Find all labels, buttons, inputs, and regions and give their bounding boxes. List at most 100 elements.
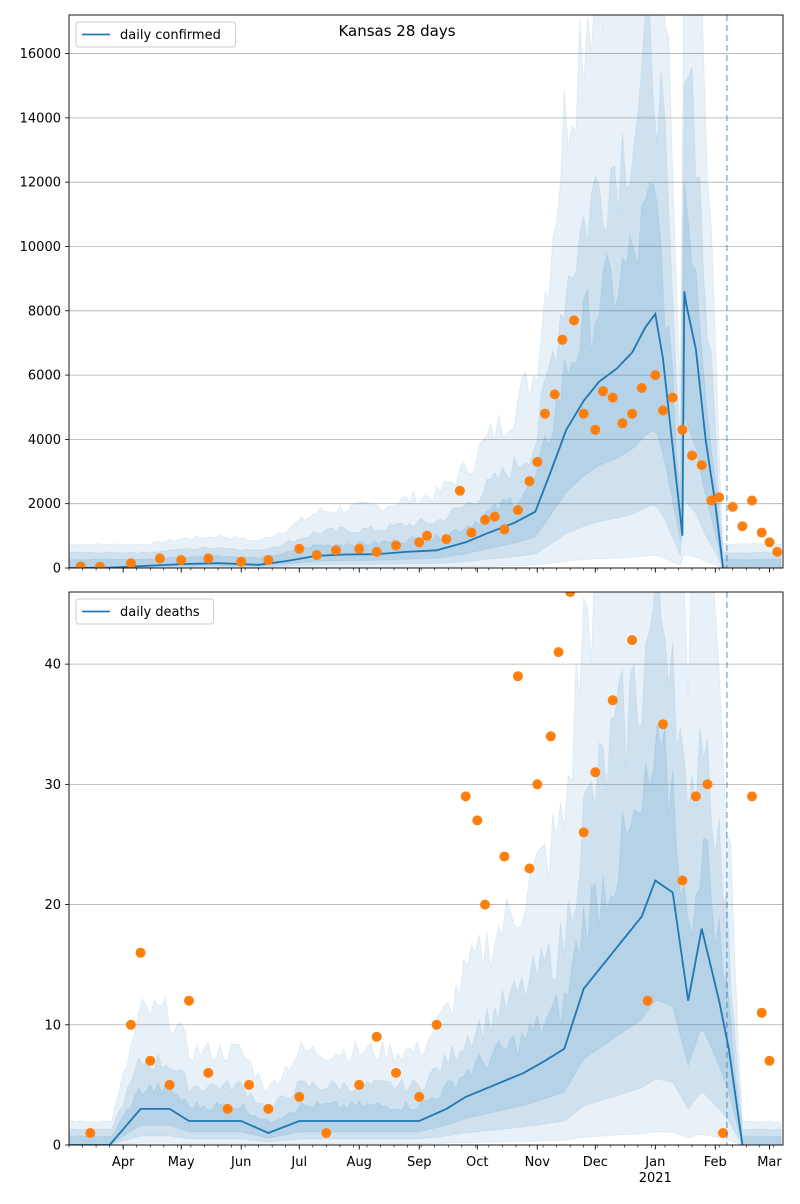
x-tick-label: May xyxy=(168,1155,195,1170)
panel-1: 0 2000 4000 6000 8000 10000 12000 14000 16000 dai… xyxy=(20,14,784,577)
x-tick-label: Aug xyxy=(347,1155,372,1170)
panel-2: 0 10 20 30 40 Apr May Jun Jul Aug Sep Oct Nov Dec Jan F… xyxy=(44,591,784,1186)
x-tick-label: Sep xyxy=(407,1155,432,1170)
data-point xyxy=(578,408,589,419)
legend: daily confirmed xyxy=(75,21,236,48)
data-point xyxy=(294,543,305,554)
data-point xyxy=(772,546,783,557)
data-point xyxy=(414,1091,425,1102)
scatter-points xyxy=(75,315,783,568)
data-point xyxy=(441,534,452,545)
x-tick-label: Jun xyxy=(230,1155,251,1170)
data-point xyxy=(658,405,668,416)
data-point xyxy=(512,671,523,682)
data-point xyxy=(244,1079,254,1090)
data-point xyxy=(422,530,432,541)
data-point xyxy=(565,592,576,597)
data-point xyxy=(480,514,490,525)
axes-frame xyxy=(68,14,784,569)
data-point xyxy=(627,408,638,419)
data-point xyxy=(658,719,668,730)
data-point xyxy=(524,476,535,487)
data-point xyxy=(176,555,187,565)
data-point xyxy=(677,424,688,435)
data-point xyxy=(607,392,618,403)
data-point xyxy=(154,553,165,564)
y-tick-label: 12000 xyxy=(20,176,61,191)
x-tick-label: Nov xyxy=(525,1155,551,1170)
y-tick-label: 20 xyxy=(44,898,61,913)
data-point xyxy=(677,875,688,886)
data-point xyxy=(371,546,382,557)
y-tick-label: 2000 xyxy=(28,497,61,512)
data-point xyxy=(489,511,500,522)
data-point xyxy=(578,827,589,838)
data-point xyxy=(540,408,550,419)
uncertainty-band xyxy=(69,592,782,1145)
data-point xyxy=(532,456,543,467)
data-point xyxy=(125,1019,136,1030)
data-point xyxy=(718,1128,728,1138)
data-point xyxy=(203,1067,214,1078)
data-point xyxy=(569,315,579,326)
data-point xyxy=(747,495,757,506)
data-point xyxy=(690,791,701,802)
x-tick-label: Jul xyxy=(290,1155,307,1170)
data-point xyxy=(354,543,365,554)
uncertainty-band xyxy=(69,15,782,568)
series-line xyxy=(69,879,744,1145)
data-point xyxy=(598,386,608,397)
data-point xyxy=(737,521,748,532)
data-point xyxy=(642,995,653,1006)
x-year-label: 2021 xyxy=(639,1171,672,1186)
data-point xyxy=(371,1031,382,1042)
data-point xyxy=(590,424,601,435)
data-point xyxy=(460,791,471,802)
data-point xyxy=(617,418,628,429)
data-point xyxy=(311,550,322,561)
data-point xyxy=(532,779,543,790)
data-point xyxy=(391,1067,401,1078)
y-tick-label: 30 xyxy=(44,778,61,793)
scatter-points xyxy=(85,592,775,1138)
uncertainty-band xyxy=(69,723,782,1145)
data-point xyxy=(512,505,523,516)
data-point xyxy=(321,1128,332,1138)
legend-label: daily deaths xyxy=(120,605,200,620)
data-point xyxy=(203,553,214,564)
legend-box xyxy=(75,598,215,625)
y-tick-label: 10 xyxy=(44,1018,61,1033)
data-point xyxy=(236,556,247,567)
data-point xyxy=(627,635,638,646)
x-tick-label: Feb xyxy=(704,1155,727,1170)
data-point xyxy=(499,524,510,535)
data-point xyxy=(696,460,707,471)
data-point xyxy=(472,815,483,826)
axes-frame xyxy=(68,591,784,1146)
data-point xyxy=(135,947,146,958)
data-point xyxy=(145,1055,156,1066)
data-point xyxy=(222,1103,233,1114)
y-tick-label: 16000 xyxy=(20,47,61,62)
data-point xyxy=(85,1128,96,1138)
x-tick-label: Dec xyxy=(583,1155,608,1170)
legend-label: daily confirmed xyxy=(120,28,221,43)
series-line xyxy=(69,291,724,568)
y-tick-label: 0 xyxy=(53,562,61,577)
uncertainty-band xyxy=(69,182,782,568)
data-point xyxy=(331,545,341,556)
uncertainty-band xyxy=(69,592,782,1145)
x-tick-label: Mar xyxy=(757,1155,782,1170)
data-point xyxy=(524,863,535,874)
data-point xyxy=(466,527,477,538)
data-point xyxy=(667,392,678,403)
data-point xyxy=(756,1007,767,1018)
data-point xyxy=(590,767,601,778)
data-point xyxy=(184,995,194,1006)
data-point xyxy=(354,1079,365,1090)
data-point xyxy=(702,779,713,790)
legend: daily deaths xyxy=(75,598,215,625)
data-point xyxy=(636,383,647,393)
